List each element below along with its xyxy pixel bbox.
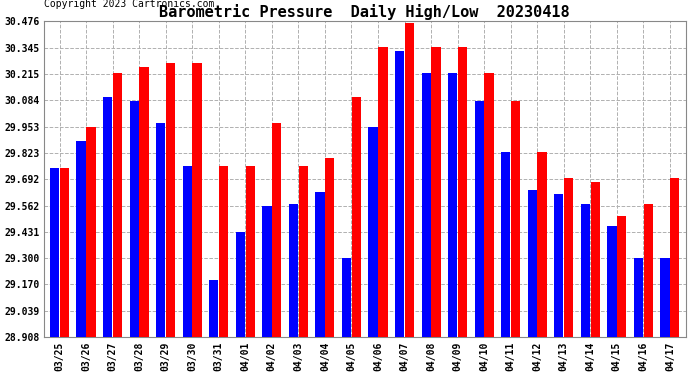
Bar bbox=[538, 152, 546, 337]
Bar bbox=[60, 168, 69, 337]
Legend: Low  (Inches/Hg), High  (Inches/Hg): Low (Inches/Hg), High (Inches/Hg) bbox=[408, 0, 686, 4]
Bar bbox=[183, 166, 192, 337]
Bar bbox=[219, 166, 228, 337]
Bar bbox=[475, 101, 484, 337]
Bar bbox=[342, 258, 351, 337]
Bar bbox=[130, 101, 139, 337]
Bar bbox=[139, 67, 148, 337]
Bar bbox=[209, 280, 219, 337]
Bar bbox=[166, 63, 175, 337]
Bar bbox=[554, 194, 564, 337]
Bar bbox=[458, 47, 467, 337]
Bar bbox=[484, 73, 493, 337]
Bar bbox=[289, 204, 298, 337]
Bar bbox=[193, 63, 201, 337]
Bar bbox=[378, 47, 388, 337]
Bar bbox=[607, 226, 617, 337]
Text: Copyright 2023 Cartronics.com: Copyright 2023 Cartronics.com bbox=[43, 0, 214, 9]
Bar bbox=[352, 97, 361, 337]
Bar bbox=[564, 178, 573, 337]
Bar bbox=[448, 73, 457, 337]
Bar bbox=[156, 123, 166, 337]
Bar bbox=[617, 216, 627, 337]
Bar bbox=[670, 178, 680, 337]
Bar bbox=[422, 73, 431, 337]
Bar bbox=[644, 204, 653, 337]
Title: Barometric Pressure  Daily High/Low  20230418: Barometric Pressure Daily High/Low 20230… bbox=[159, 4, 570, 20]
Bar bbox=[246, 166, 255, 337]
Bar bbox=[50, 168, 59, 337]
Bar bbox=[103, 97, 112, 337]
Bar bbox=[528, 190, 537, 337]
Bar bbox=[113, 73, 122, 337]
Bar bbox=[405, 22, 414, 337]
Bar bbox=[581, 204, 590, 337]
Bar bbox=[660, 258, 669, 337]
Bar bbox=[395, 51, 404, 337]
Bar bbox=[272, 123, 282, 337]
Bar bbox=[634, 258, 643, 337]
Bar bbox=[299, 166, 308, 337]
Bar bbox=[501, 152, 511, 337]
Bar bbox=[315, 192, 324, 337]
Bar bbox=[236, 232, 245, 337]
Bar bbox=[431, 47, 441, 337]
Bar bbox=[591, 182, 600, 337]
Bar bbox=[262, 206, 272, 337]
Bar bbox=[368, 128, 377, 337]
Bar bbox=[511, 101, 520, 337]
Bar bbox=[325, 158, 335, 337]
Bar bbox=[86, 128, 96, 337]
Bar bbox=[77, 141, 86, 337]
